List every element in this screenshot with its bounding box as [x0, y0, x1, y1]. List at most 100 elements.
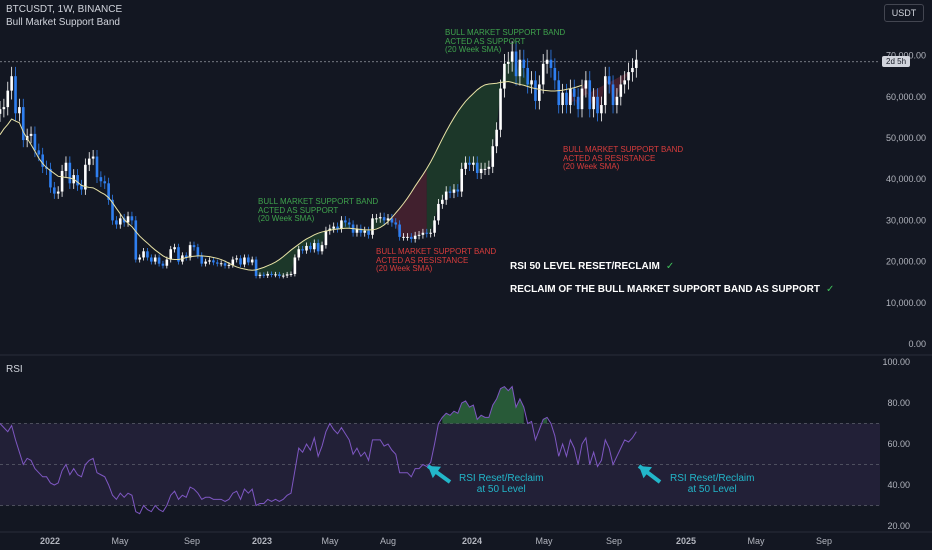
candle-body	[479, 168, 483, 174]
check-icon: ✓	[665, 261, 675, 272]
time-axis-tick: 2022	[40, 536, 60, 546]
time-axis-tick: Sep	[606, 536, 622, 546]
countdown-tag: 2d 5h	[882, 56, 911, 67]
candle-body	[138, 257, 141, 260]
candle-body	[56, 191, 60, 194]
candle-body	[33, 133, 37, 151]
candle-body	[510, 51, 514, 62]
candle-body	[146, 251, 149, 258]
symbol-title: BTCUSDT, 1W, BINANCE	[6, 4, 123, 15]
candle-body	[130, 216, 134, 221]
candle-body	[247, 257, 250, 263]
candle-body	[549, 59, 553, 68]
candle-body	[239, 258, 242, 265]
candle-body	[153, 257, 157, 262]
headline-rsi-reset: RSI 50 LEVEL RESET/RECLAIM ✓	[510, 261, 675, 272]
candle-body	[200, 255, 204, 264]
candle-body	[107, 183, 110, 200]
candle-body	[87, 158, 91, 165]
candle-body	[437, 203, 440, 221]
candle-body	[518, 59, 522, 77]
candle-body	[522, 59, 526, 68]
candle-body	[281, 275, 285, 277]
candle-body	[332, 226, 335, 229]
time-axis-tick: May	[111, 536, 129, 546]
price-axis-tick: 30,000.00	[886, 215, 926, 225]
price-axis-tick: 10,000.00	[886, 298, 926, 308]
candle-body	[328, 228, 332, 231]
sma-20-week	[0, 81, 583, 271]
candle-body	[305, 245, 308, 251]
candle-body	[417, 234, 421, 236]
currency-button[interactable]: USDT	[884, 4, 924, 22]
time-axis-tick: Aug	[380, 536, 396, 546]
candle-body	[448, 191, 452, 193]
candle-body	[29, 133, 33, 136]
candle-body	[499, 88, 502, 130]
rsi-line	[0, 385, 637, 515]
candle-body	[122, 218, 126, 223]
candle-body	[204, 261, 207, 264]
candle-body	[506, 61, 510, 64]
candle-body	[60, 170, 64, 192]
candle-body	[468, 162, 471, 165]
annotation-resistance-2023: BULL MARKET SUPPORT BAND ACTED AS RESIST…	[376, 247, 497, 273]
candle-body	[538, 84, 541, 101]
time-axis-tick: Sep	[816, 536, 832, 546]
price-axis-tick: 50,000.00	[886, 133, 926, 143]
candle-body	[530, 80, 533, 85]
candle-body	[592, 96, 595, 110]
rsi-axis-tick: 40.00	[887, 480, 910, 490]
price-axis-tick: 60,000.00	[886, 92, 926, 102]
candle-body	[623, 80, 626, 85]
candle-body	[150, 257, 153, 262]
candle-body	[258, 274, 262, 277]
candle-body	[487, 166, 491, 169]
candle-body	[68, 162, 72, 184]
candle-body	[627, 72, 630, 81]
candle-body	[425, 232, 429, 234]
candle-body	[2, 107, 6, 110]
candle-body	[18, 107, 21, 114]
candle-body	[173, 247, 176, 250]
rsi-overbought-fill	[442, 386, 524, 424]
candlesticks	[0, 41, 638, 279]
annotation-resistance-2024: BULL MARKET SUPPORT BAND ACTED AS RESIST…	[563, 145, 684, 171]
candle-body	[285, 274, 289, 276]
price-axis-tick: 0.00	[908, 339, 926, 349]
candle-body	[297, 249, 301, 258]
candle-body	[375, 218, 378, 220]
rsi-axis-tick: 100.00	[882, 357, 910, 367]
candle-body	[398, 224, 401, 237]
candle-body	[378, 217, 382, 219]
candle-body	[545, 59, 549, 64]
candle-body	[212, 260, 215, 263]
candle-body	[231, 259, 235, 265]
candle-body	[355, 228, 359, 233]
arrowhead-icon	[428, 466, 442, 479]
candle-body	[53, 187, 56, 194]
rsi-pane-label: RSI	[6, 364, 23, 375]
candle-body	[99, 177, 103, 182]
time-axis-tick: May	[747, 536, 765, 546]
rsi-note-right: RSI Reset/Reclaim at 50 Level	[670, 473, 755, 495]
candle-body	[382, 217, 386, 221]
annotation-support-2024: BULL MARKET SUPPORT BAND ACTED AS SUPPOR…	[445, 28, 566, 54]
candle-body	[406, 236, 409, 238]
candle-body	[184, 255, 188, 258]
candle-body	[293, 257, 297, 274]
price-axis-tick: 40,000.00	[886, 174, 926, 184]
rsi-note-left: RSI Reset/Reclaim at 50 Level	[459, 473, 544, 495]
candle-body	[95, 156, 99, 178]
candle-body	[177, 247, 180, 262]
time-axis-tick: 2025	[676, 536, 696, 546]
candle-body	[37, 150, 41, 155]
candle-body	[188, 245, 192, 258]
candle-body	[301, 249, 304, 251]
candle-body	[316, 243, 320, 252]
rsi-band	[0, 386, 880, 506]
support-band-2023	[256, 217, 385, 277]
candle-body	[584, 80, 588, 89]
candle-body	[91, 156, 95, 159]
